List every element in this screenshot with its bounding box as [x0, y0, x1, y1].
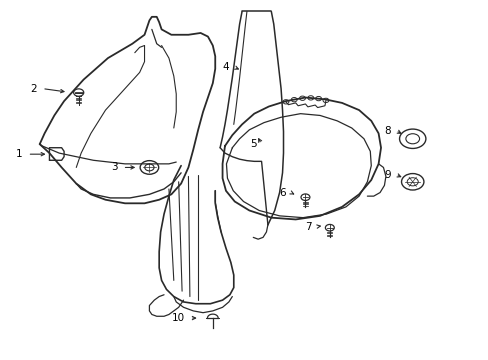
- Text: 4: 4: [222, 62, 228, 72]
- Text: 7: 7: [305, 222, 311, 231]
- Text: 9: 9: [384, 170, 390, 180]
- Text: 1: 1: [16, 149, 22, 159]
- Text: 6: 6: [279, 188, 285, 198]
- Text: 5: 5: [249, 139, 256, 149]
- Text: 10: 10: [172, 313, 184, 323]
- Text: 8: 8: [384, 126, 390, 135]
- Text: 2: 2: [31, 84, 37, 94]
- Text: 3: 3: [111, 162, 118, 172]
